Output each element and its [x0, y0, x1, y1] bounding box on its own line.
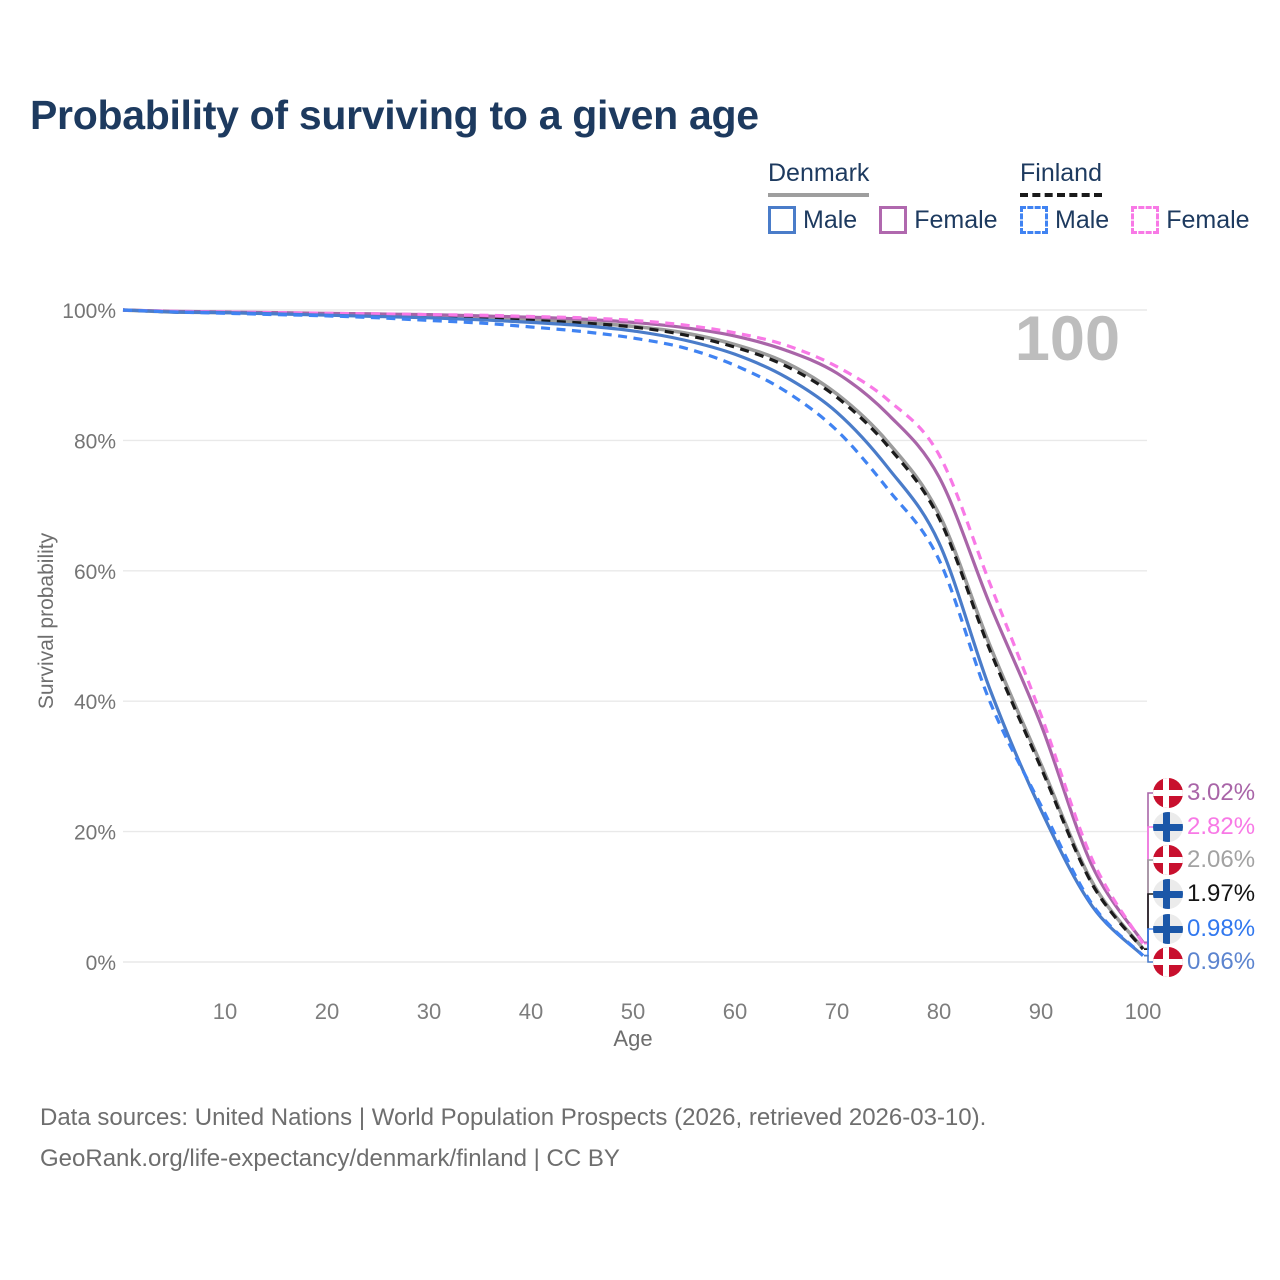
- end-value-denmark-female: 3.02%: [1187, 779, 1256, 806]
- x-tick-label-80: 80: [927, 999, 951, 1024]
- footer-data-sources: Data sources: United Nations | World Pop…: [40, 1104, 987, 1131]
- x-tick-label-90: 90: [1029, 999, 1053, 1024]
- end-value-finland-male: 0.98%: [1187, 915, 1256, 942]
- denmark-female-swatch-icon: [879, 206, 908, 234]
- y-tick-label-0: 0%: [86, 952, 116, 975]
- x-tick-label-20: 20: [315, 999, 339, 1024]
- legend-label-finland-male: Male: [1055, 205, 1110, 234]
- legend-group-finland: Finland Male Female: [1020, 159, 1250, 235]
- legend-item-denmark-male[interactable]: Male: [768, 206, 857, 235]
- end-label-finland-total: 1.97%: [1153, 878, 1255, 910]
- legend-item-denmark-female[interactable]: Female: [879, 205, 998, 235]
- line-denmark-female[interactable]: [122, 308, 1145, 944]
- finland-female-swatch-icon: [1131, 206, 1160, 234]
- x-tick-label-60: 60: [723, 999, 747, 1024]
- line-finland-female[interactable]: [122, 308, 1145, 945]
- denmark-flag-icon: [1153, 845, 1183, 875]
- y-tick-label-60: 60%: [74, 561, 116, 584]
- legend-group-denmark: Denmark Male Female: [768, 159, 998, 235]
- end-value-denmark-total: 2.06%: [1187, 846, 1256, 873]
- end-label-denmark-male: 0.96%: [1153, 946, 1255, 978]
- end-label-finland-male: 0.98%: [1153, 913, 1255, 945]
- end-label-denmark-female: 3.02%: [1153, 777, 1255, 809]
- line-denmark-total[interactable]: [122, 308, 1145, 950]
- line-denmark-male[interactable]: [122, 308, 1145, 957]
- finland-male-swatch-icon: [1020, 206, 1048, 234]
- connector-denmark-male: [1144, 954, 1153, 963]
- y-tick-label-80: 80%: [74, 430, 116, 453]
- end-label-finland-female: 2.82%: [1153, 811, 1255, 843]
- x-tick-label-50: 50: [621, 999, 645, 1024]
- legend-item-finland-male[interactable]: Male: [1020, 206, 1109, 235]
- legend-country-denmark[interactable]: Denmark: [768, 159, 870, 197]
- y-tick-label-100: 100%: [62, 300, 116, 323]
- end-value-finland-total: 1.97%: [1187, 880, 1256, 907]
- connector-finland-total: [1144, 893, 1153, 950]
- legend-label-denmark-female: Female: [914, 205, 998, 234]
- line-finland-total[interactable]: [122, 308, 1145, 951]
- finland-flag-icon: [1153, 812, 1183, 842]
- finland-flag-icon: [1153, 879, 1183, 909]
- denmark-male-swatch-icon: [768, 206, 796, 234]
- y-axis-title: Survival probability: [35, 532, 58, 710]
- page-title: Probability of surviving to a given age: [30, 92, 759, 138]
- y-tick-label-20: 20%: [74, 822, 116, 845]
- footer-georank-link[interactable]: GeoRank.org/life-expectancy/denmark/finl…: [40, 1145, 620, 1172]
- footer: Data sources: United Nations | World Pop…: [40, 1097, 986, 1179]
- finland-flag-icon: [1153, 914, 1183, 944]
- legend-item-finland-female[interactable]: Female: [1131, 205, 1250, 235]
- legend-country-finland[interactable]: Finland: [1020, 159, 1102, 197]
- x-tick-label-40: 40: [519, 999, 543, 1024]
- age-watermark: 100: [1015, 304, 1120, 374]
- y-tick-label-40: 40%: [74, 691, 116, 714]
- line-finland-male[interactable]: [122, 308, 1145, 957]
- x-tick-label-30: 30: [417, 999, 441, 1024]
- x-tick-label-70: 70: [825, 999, 849, 1024]
- denmark-flag-icon: [1153, 778, 1183, 808]
- denmark-flag-icon: [1153, 947, 1183, 977]
- x-tick-label-100: 100: [1125, 999, 1162, 1024]
- x-axis-title: Age: [613, 1026, 653, 1051]
- legend-label-finland-female: Female: [1166, 205, 1250, 234]
- end-value-finland-female: 2.82%: [1187, 813, 1256, 840]
- end-value-denmark-male: 0.96%: [1187, 948, 1256, 975]
- chart-legend: Denmark Male Female Finland Male: [0, 159, 1280, 240]
- legend-label-denmark-male: Male: [803, 205, 858, 234]
- end-label-denmark-total: 2.06%: [1153, 844, 1255, 876]
- x-tick-label-10: 10: [213, 999, 237, 1024]
